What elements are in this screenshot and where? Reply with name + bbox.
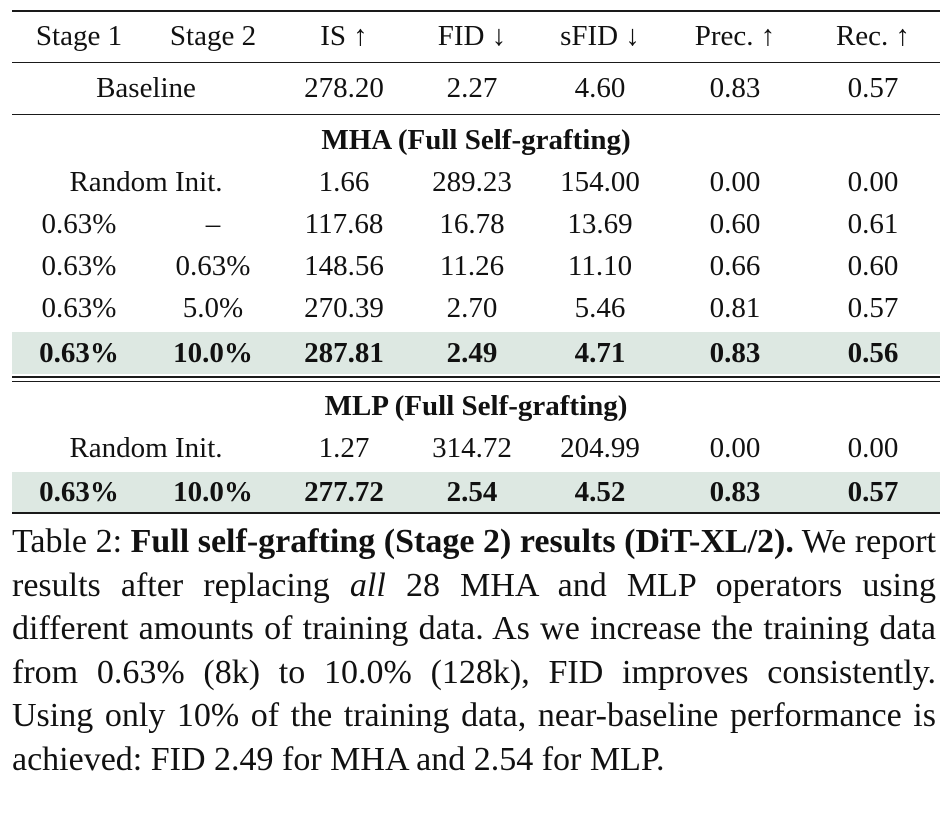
table-row: Random Init. 1.27 314.72 204.99 0.00 0.0… [12, 428, 940, 468]
caption-title: Full self-grafting (Stage 2) results (Di… [130, 523, 794, 560]
cell-rec: 0.60 [847, 250, 899, 282]
section-title-text: MHA (Full Self-grafting) [321, 124, 631, 156]
cell-sfid: 204.99 [560, 432, 640, 464]
baseline-is: 278.20 [304, 72, 384, 104]
cell-prec: 0.00 [709, 432, 761, 464]
cell-is: 270.39 [304, 292, 384, 324]
cell-prec: 0.83 [709, 337, 761, 369]
cell-prec: 0.81 [709, 292, 761, 324]
cell-fid: 289.23 [432, 166, 512, 198]
highlight-row-mha [12, 332, 940, 374]
table-row: 0.63% 0.63% 148.56 11.26 11.10 0.66 0.60 [12, 246, 940, 286]
cell-is: 1.66 [318, 166, 370, 198]
baseline-prec: 0.83 [709, 72, 761, 104]
table-row: 0.63% 5.0% 270.39 2.70 5.46 0.81 0.57 [12, 288, 940, 328]
bottom-rule [12, 512, 940, 514]
cell-sfid: 11.10 [567, 250, 633, 282]
cell-prec: 0.66 [709, 250, 761, 282]
cell-stage1: 0.63% [41, 208, 117, 240]
section-title-mlp: MLP (Full Self-grafting) [12, 386, 940, 426]
cell-is: 287.81 [304, 337, 384, 369]
header-is: IS ↑ [320, 20, 368, 52]
caption-emphasis: all [349, 566, 386, 604]
baseline-rec: 0.57 [847, 72, 899, 104]
cell-prec: 0.83 [709, 476, 761, 508]
cell-rec: 0.56 [847, 337, 899, 369]
highlight-row-mlp [12, 472, 940, 512]
table-row: 0.63% – 117.68 16.78 13.69 0.60 0.61 [12, 204, 940, 244]
baseline-sfid: 4.60 [574, 72, 626, 104]
mha-section-end-rule-2 [12, 381, 940, 382]
cell-is: 1.27 [318, 432, 370, 464]
cell-stage2: – [205, 208, 221, 240]
cell-stage1: 0.63% [39, 337, 119, 369]
caption-text-2: 28 MHA and MLP operators using different… [12, 566, 936, 778]
section-title-mha: MHA (Full Self-grafting) [12, 120, 940, 160]
cell-stage2: 5.0% [182, 292, 244, 324]
cell-stage1: 0.63% [41, 250, 117, 282]
table-row-highlighted: 0.63% 10.0% 287.81 2.49 4.71 0.83 0.56 [12, 333, 940, 373]
mha-section-end-rule [12, 376, 940, 378]
cell-sfid: 4.71 [574, 337, 626, 369]
cell-stage1: 0.63% [39, 476, 119, 508]
cell-fid: 2.70 [446, 292, 498, 324]
cell-fid: 2.54 [446, 476, 498, 508]
cell-rec: 0.00 [847, 432, 899, 464]
cell-fid: 2.49 [446, 337, 498, 369]
header-sfid: sFID ↓ [560, 20, 640, 52]
cell-prec: 0.00 [709, 166, 761, 198]
baseline-label: Baseline [96, 72, 196, 104]
header-prec: Prec. ↑ [694, 20, 776, 52]
header-stage2: Stage 2 [169, 20, 257, 52]
header-row: Stage 1 Stage 2 IS ↑ FID ↓ sFID ↓ Prec. … [12, 16, 940, 56]
cell-rec: 0.57 [847, 476, 899, 508]
header-stage1: Stage 1 [35, 20, 123, 52]
header-rule [12, 62, 940, 63]
row-label: Random Init. [69, 166, 223, 198]
baseline-fid: 2.27 [446, 72, 498, 104]
table-caption: Table 2: Full self-grafting (Stage 2) re… [12, 520, 936, 781]
top-rule [12, 10, 940, 12]
cell-fid: 11.26 [439, 250, 505, 282]
cell-stage2: 10.0% [173, 476, 253, 508]
cell-sfid: 154.00 [560, 166, 640, 198]
baseline-rule [12, 114, 940, 115]
cell-stage2: 0.63% [175, 250, 251, 282]
cell-fid: 314.72 [432, 432, 512, 464]
cell-rec: 0.57 [847, 292, 899, 324]
header-rec: Rec. ↑ [835, 20, 911, 52]
cell-rec: 0.61 [847, 208, 899, 240]
cell-stage1: 0.63% [41, 292, 117, 324]
cell-is: 148.56 [304, 250, 384, 282]
cell-is: 277.72 [304, 476, 384, 508]
baseline-row: Baseline 278.20 2.27 4.60 0.83 0.57 [12, 68, 940, 108]
cell-sfid: 4.52 [574, 476, 626, 508]
cell-fid: 16.78 [439, 208, 505, 240]
caption-text-1: We report results after replacing [12, 523, 937, 604]
table-row-highlighted: 0.63% 10.0% 277.72 2.54 4.52 0.83 0.57 [12, 472, 940, 512]
section-title-text: MLP (Full Self-grafting) [324, 390, 628, 422]
cell-is: 117.68 [304, 208, 384, 240]
row-label: Random Init. [69, 432, 223, 464]
table-row: Random Init. 1.66 289.23 154.00 0.00 0.0… [12, 162, 940, 202]
caption-label: Table 2: [12, 523, 131, 560]
cell-sfid: 5.46 [574, 292, 626, 324]
cell-sfid: 13.69 [567, 208, 633, 240]
cell-stage2: 10.0% [173, 337, 253, 369]
header-fid: FID ↓ [437, 20, 507, 52]
cell-rec: 0.00 [847, 166, 899, 198]
cell-prec: 0.60 [709, 208, 761, 240]
